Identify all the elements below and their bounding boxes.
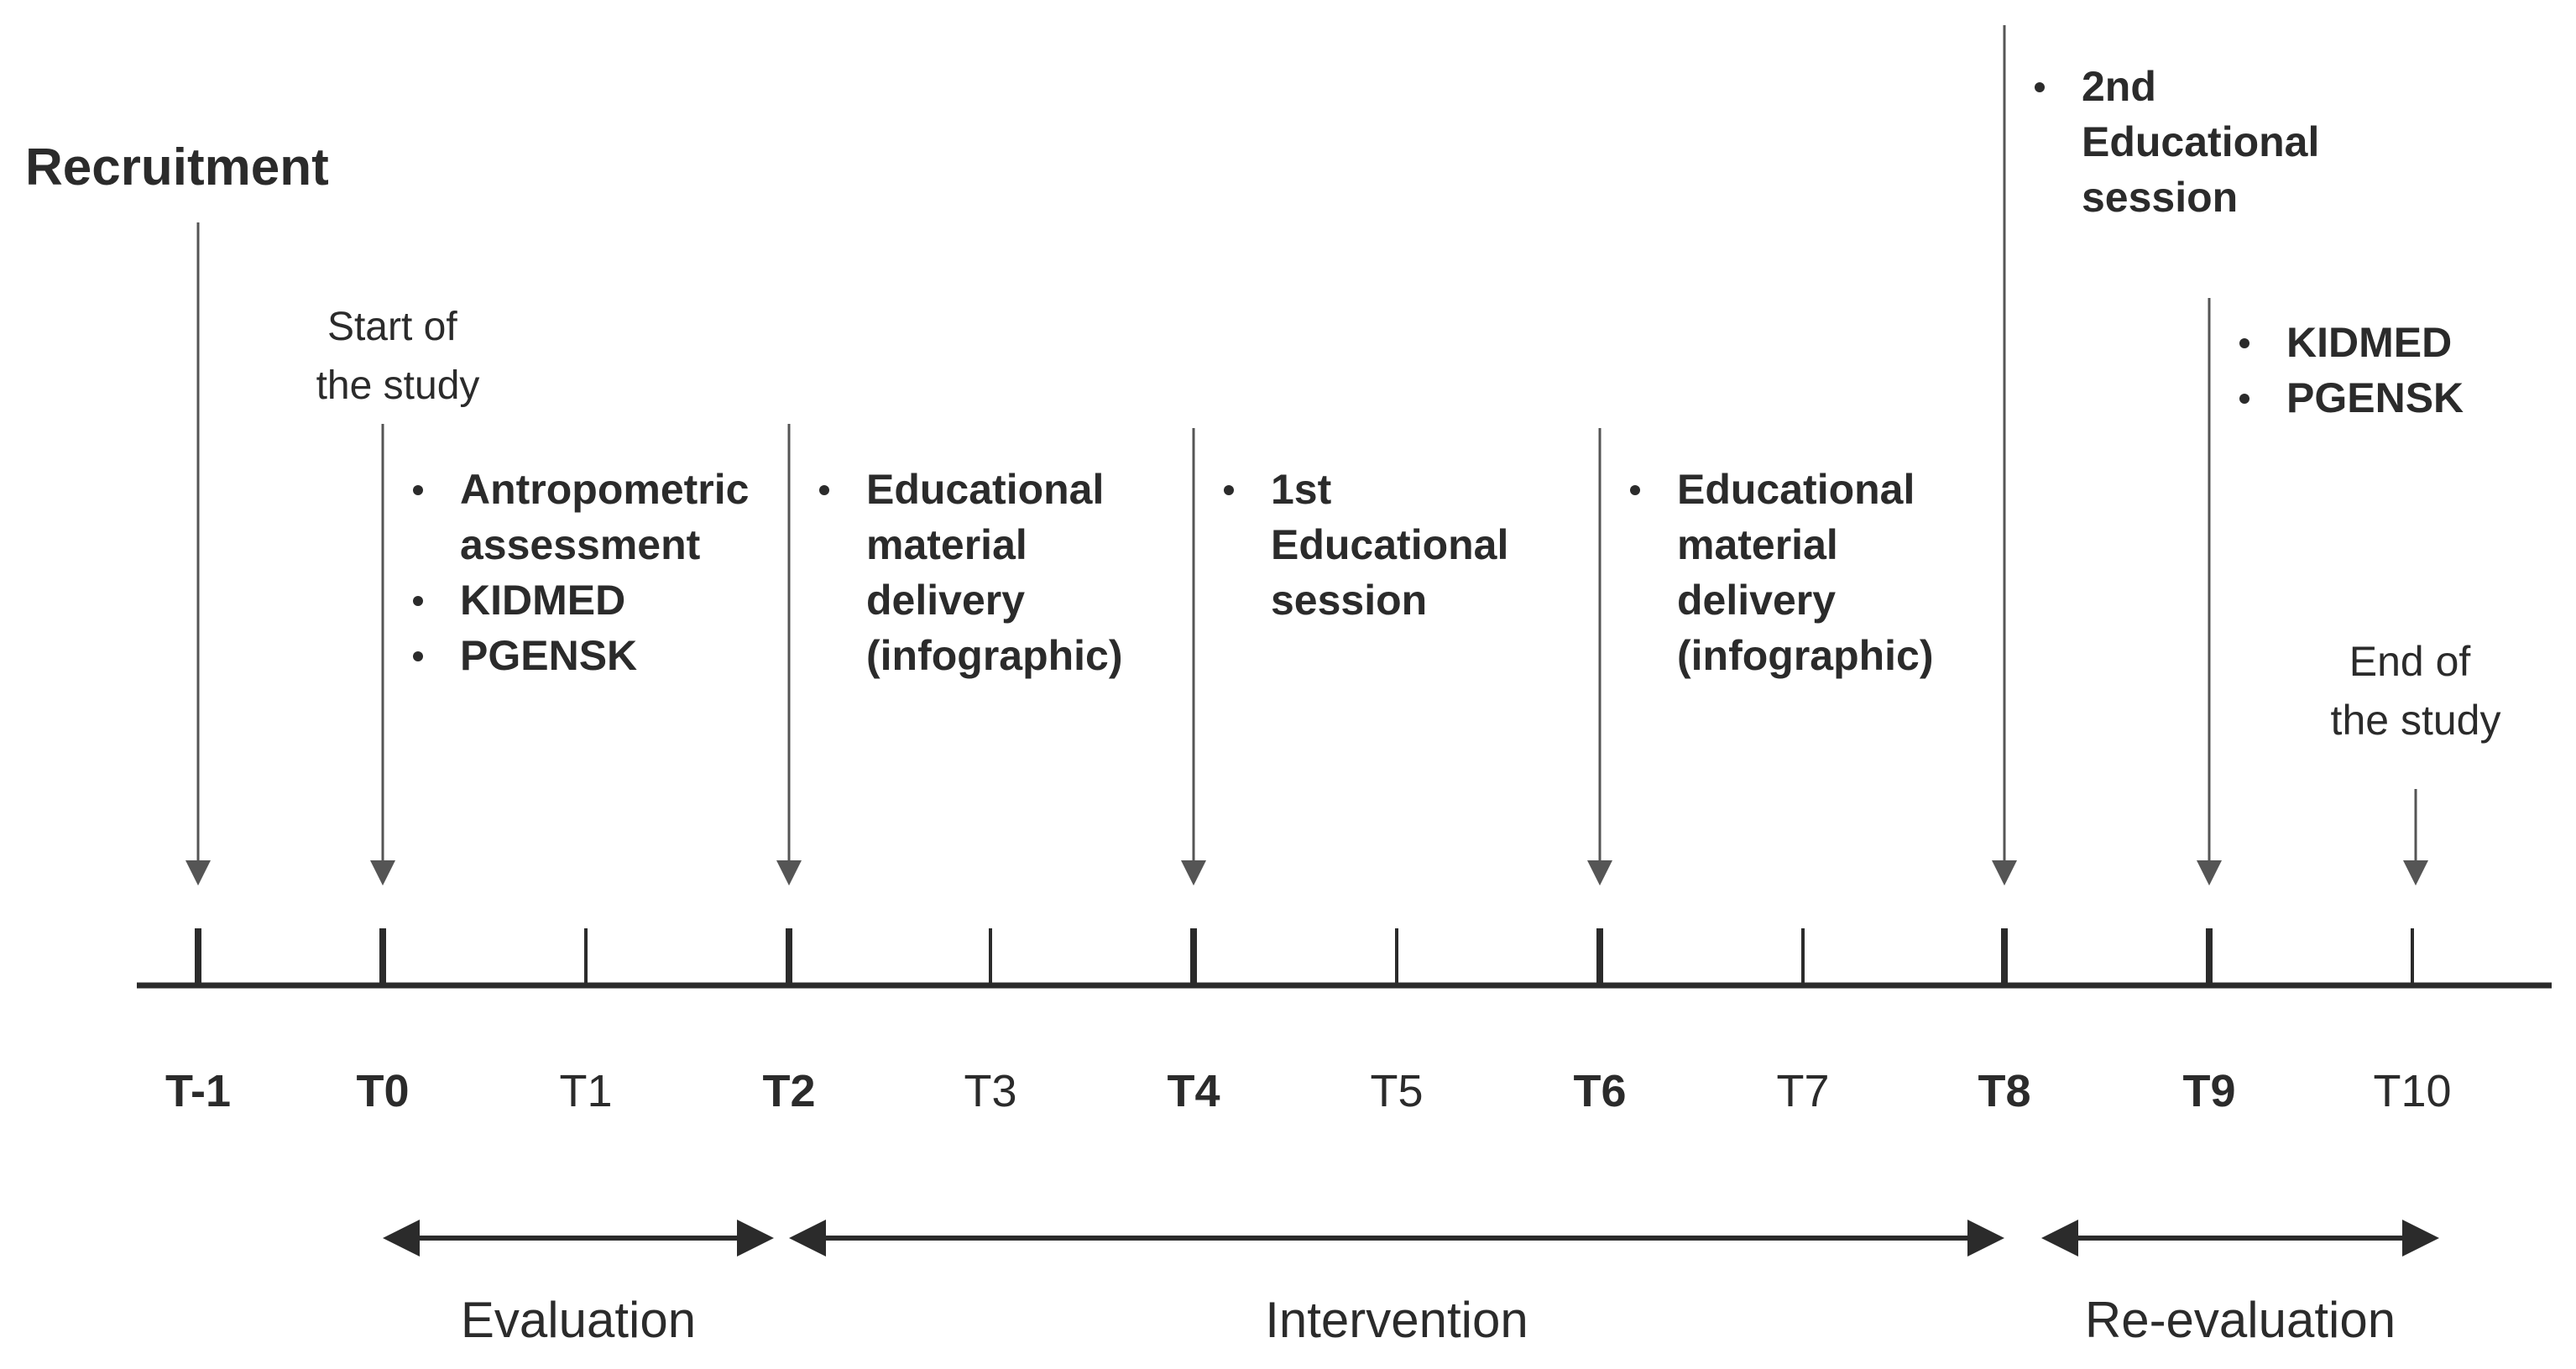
timeline-tick-labels: T-1 T0 T1 T2 T3 T4 T5 T6 T7 T8 T9 T10 [165,1066,2452,1116]
event-bullet-text: session [2082,174,2238,221]
bullet-dot [413,651,423,661]
event-bullet-text: KIDMED [2286,319,2452,366]
bullet-dot [1630,485,1640,495]
tick-label: T9 [2182,1066,2235,1116]
bullet-dot [2239,338,2249,348]
bullet-dot [413,596,423,606]
event-bullet-text: Educational [1271,521,1508,568]
event-bullet-text: material [866,521,1027,568]
phase-arrow-right [2402,1220,2439,1257]
event-bullet-text: Educational [2082,118,2319,165]
phase-arrow-right [1967,1220,2004,1257]
tick-label: T3 [964,1066,1016,1116]
tick-label: T8 [1978,1066,2030,1116]
phase-label: Re-evaluation [2085,1292,2396,1348]
timeline-ticks [195,928,2414,985]
tick-label: T5 [1370,1066,1423,1116]
event-bullet-text: delivery [1677,577,1836,624]
event-bullet-text: session [1271,577,1427,624]
event-bullet-text: 2nd [2082,63,2156,110]
bullet-dot [2035,82,2045,92]
bullet-dot [2239,394,2249,404]
phase-arrow-left [2041,1220,2078,1257]
recruitment-label: Recruitment [25,138,329,196]
event-bullet-text: (infographic) [1677,632,1934,679]
bullet-dot [413,485,423,495]
tick-label: T4 [1167,1066,1220,1116]
phase-arrow-left [383,1220,420,1257]
end-of-study-label: End of the study [2331,638,2501,744]
phase-arrow-right [737,1220,774,1257]
event-bullet-text: 1st [1271,466,1332,513]
phase-label: Intervention [1265,1292,1528,1348]
tick-label: T6 [1573,1066,1626,1116]
event-bullet-text: Educational [1677,466,1915,513]
bullet-dot [1224,485,1234,495]
event-bullet-text: PGENSK [460,632,637,679]
event-bullet-text: material [1677,521,1838,568]
tick-label: T2 [762,1066,815,1116]
event-bullet-text: PGENSK [2286,374,2464,421]
event-bullet-text: Antropometric [460,466,749,513]
phase-label: Evaluation [461,1292,696,1348]
tick-label: T-1 [165,1066,231,1116]
tick-label: T7 [1776,1066,1829,1116]
tick-label: T1 [559,1066,612,1116]
event-bullet-text: KIDMED [460,577,625,624]
start-of-study-label: Start of the study [316,305,480,408]
event-bullet-text: Educational [866,466,1104,513]
event-bullet-text: assessment [460,521,701,568]
study-phases: Evaluation Intervention Re-evaluation [383,1220,2439,1348]
event-bullet-text: delivery [866,577,1025,624]
tick-label: T10 [2373,1066,2451,1116]
timeline-events: Antropometric assessment KIDMED PGENSK Educa… [370,25,2464,886]
event-bullet-text: (infographic) [866,632,1123,679]
bullet-dot [819,485,829,495]
tick-label: T0 [356,1066,409,1116]
phase-arrow-left [789,1220,826,1257]
